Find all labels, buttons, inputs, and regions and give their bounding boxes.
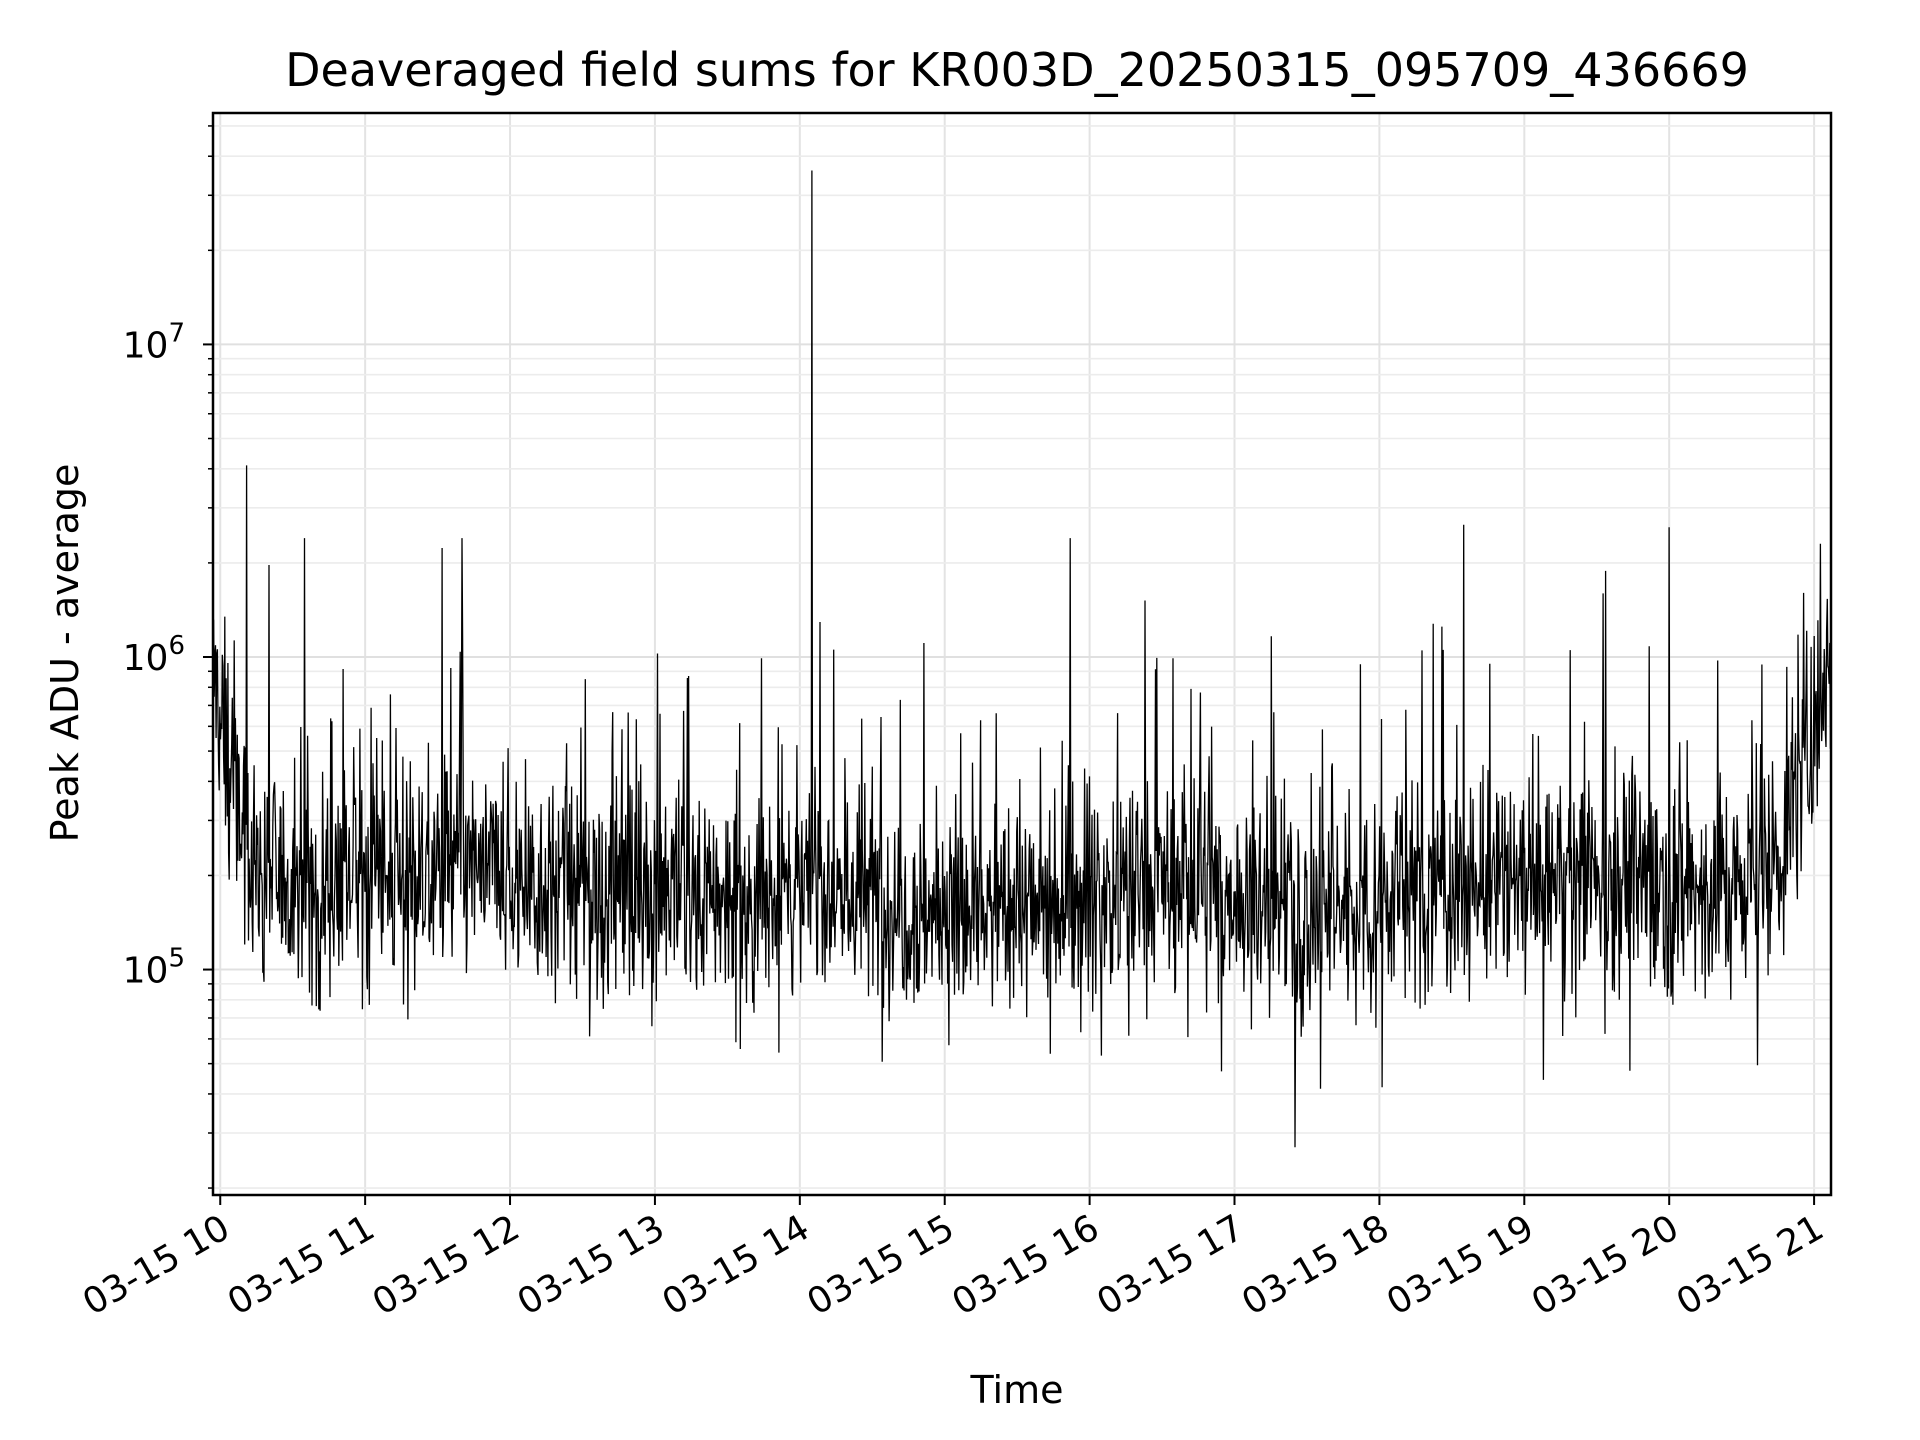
y-axis-label: Peak ADU - average xyxy=(43,464,87,843)
y-tick-exponent: 5 xyxy=(168,944,185,974)
y-tick-base: 10 xyxy=(123,325,169,366)
y-tick-label: 105 xyxy=(123,944,185,992)
plot-area-frame xyxy=(211,111,1833,1197)
series-line xyxy=(212,170,1832,1148)
y-tick-base: 10 xyxy=(123,951,169,992)
x-axis-label: Time xyxy=(970,1368,1064,1412)
y-tick-exponent: 6 xyxy=(168,631,185,661)
grid xyxy=(213,113,1831,1195)
chart-title: Deaveraged field sums for KR003D_2025031… xyxy=(285,43,1749,97)
y-tick-exponent: 7 xyxy=(168,318,185,348)
y-tick-label: 106 xyxy=(123,631,185,679)
data-series xyxy=(212,170,1832,1148)
y-tick-label: 107 xyxy=(123,318,185,366)
y-tick-base: 10 xyxy=(123,638,169,679)
